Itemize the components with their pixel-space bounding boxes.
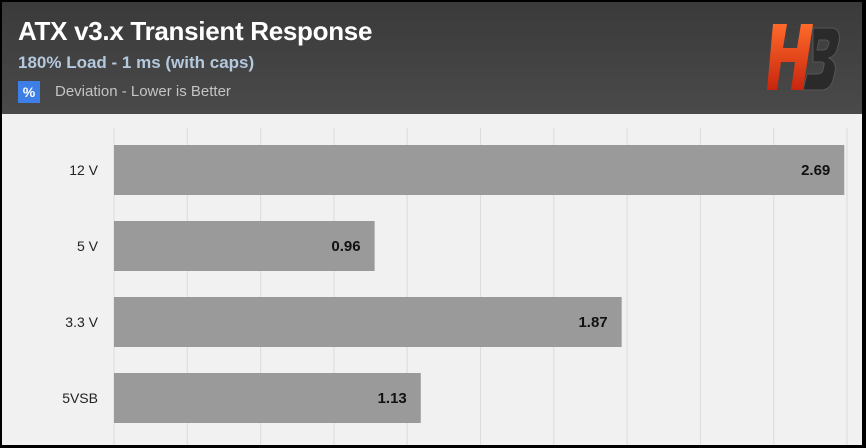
bar — [114, 221, 375, 271]
bar — [114, 145, 845, 195]
category-label: 5 V — [77, 238, 99, 254]
hb-logo-icon — [767, 24, 840, 91]
bars: 2.69 12 V 0.96 5 V 1.87 3.3 V 1.13 5VSB — [62, 145, 845, 423]
bar-value-label: 0.96 — [331, 238, 360, 255]
bar — [114, 297, 622, 347]
category-label: 5VSB — [62, 390, 98, 406]
category-label: 3.3 V — [65, 314, 98, 330]
bar-value-label: 1.87 — [578, 314, 607, 331]
bar — [114, 373, 421, 423]
chart-title: ATX v3.x Transient Response — [18, 16, 373, 46]
category-label: 12 V — [69, 162, 98, 178]
legend-label: Deviation - Lower is Better — [55, 83, 231, 100]
bar-value-label: 2.69 — [801, 162, 830, 179]
chart-subtitle: 180% Load - 1 ms (with caps) — [18, 53, 255, 72]
bar-value-label: 1.13 — [378, 390, 407, 407]
legend-swatch: % — [18, 81, 40, 103]
chart-header: ATX v3.x Transient Response 180% Load - … — [2, 2, 862, 114]
bar-chart: 2.69 12 V 0.96 5 V 1.87 3.3 V 1.13 5VSB — [62, 128, 848, 445]
